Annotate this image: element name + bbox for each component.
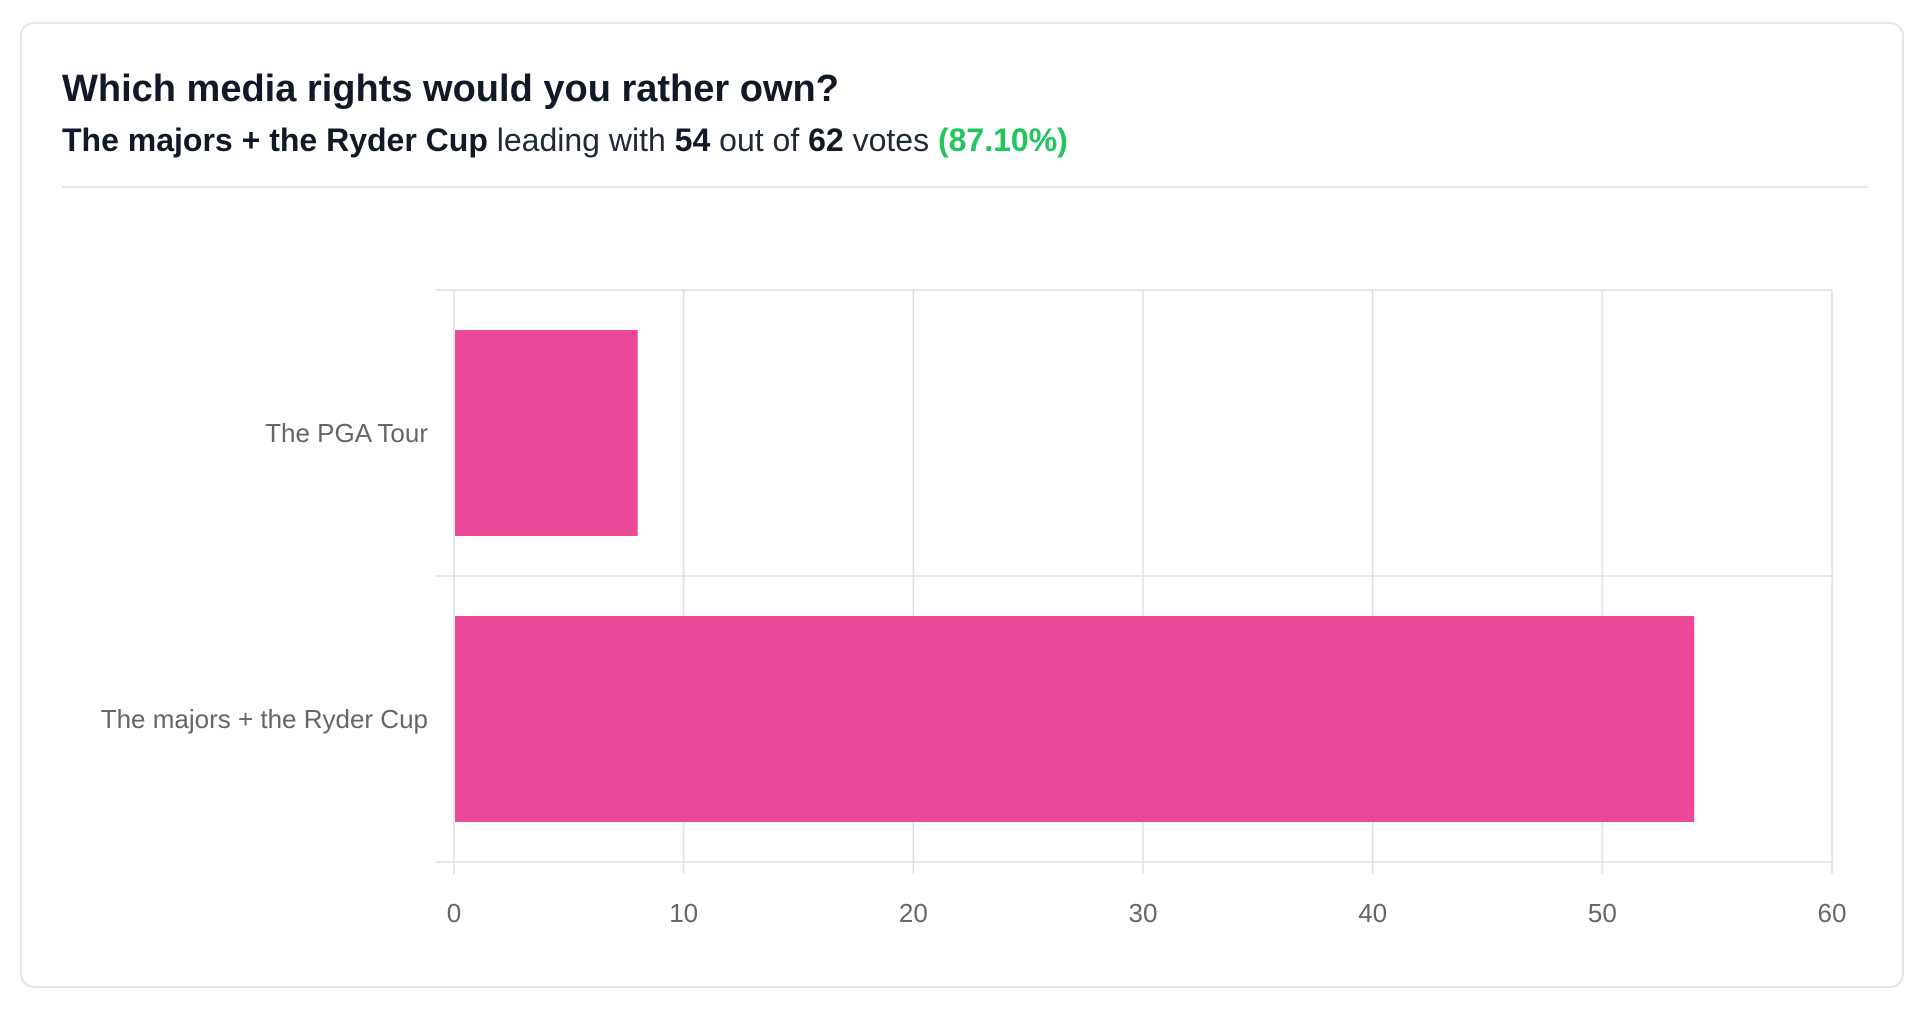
out-of-text: out of xyxy=(719,122,800,158)
x-tick-label: 40 xyxy=(1358,898,1387,928)
x-tick-label: 30 xyxy=(1129,898,1158,928)
leader-name: The majors + the Ryder Cup xyxy=(62,122,488,158)
x-tick-label: 60 xyxy=(1818,898,1847,928)
poll-summary: The majors + the Ryder Cup leading with … xyxy=(62,122,1068,159)
x-tick-label: 10 xyxy=(669,898,698,928)
divider xyxy=(62,186,1868,188)
x-tick-label: 50 xyxy=(1588,898,1617,928)
bar xyxy=(455,616,1695,822)
x-tick-label: 20 xyxy=(899,898,928,928)
category-label: The PGA Tour xyxy=(265,418,428,448)
bar xyxy=(455,330,638,536)
x-tick-label: 0 xyxy=(447,898,461,928)
poll-card: Which media rights would you rather own?… xyxy=(20,22,1904,988)
poll-question: Which media rights would you rather own? xyxy=(62,68,839,110)
votes-text: votes xyxy=(852,122,930,158)
leader-percent: (87.10%) xyxy=(937,122,1068,158)
total-votes: 62 xyxy=(808,122,844,158)
results-bar-chart: 0 10 20 30 40 50 60 The PGA Tour The majors + th… xyxy=(101,289,1847,928)
leading-with-text: leading with xyxy=(496,122,666,158)
leader-votes: 54 xyxy=(674,122,711,158)
category-label: The majors + the Ryder Cup xyxy=(101,704,428,734)
